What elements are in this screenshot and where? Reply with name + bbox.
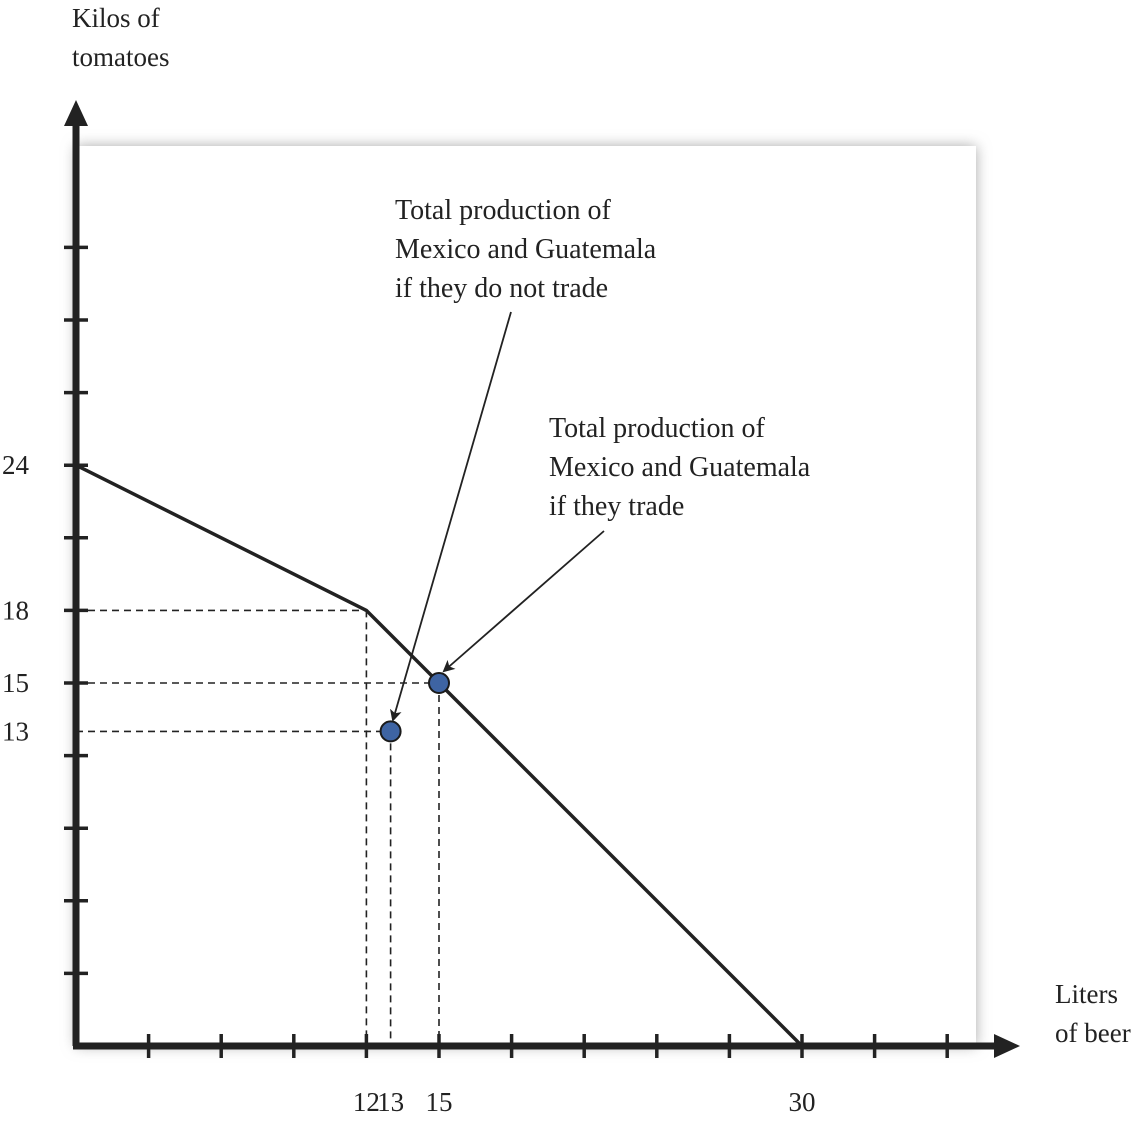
x-tick-label: 13 xyxy=(377,1087,404,1117)
x-axis-label-line: Liters xyxy=(1055,979,1118,1009)
data-point xyxy=(428,672,450,694)
annotation-text: Total production of Mexico and Guatemala i… xyxy=(395,195,657,304)
frontier-line xyxy=(75,463,804,1048)
annotation-arrow xyxy=(390,311,512,722)
y-axis-label-line: Kilos of xyxy=(72,3,160,33)
x-tick-label: 30 xyxy=(789,1087,816,1117)
y-tick-label: 18 xyxy=(2,595,29,625)
x-axis-label: Liters of beer xyxy=(1055,979,1131,1048)
data-point xyxy=(379,720,402,743)
annotation-line: Total production of xyxy=(395,195,611,226)
annotation-line: if they trade xyxy=(549,491,684,522)
x-axis-label-line: of beer xyxy=(1055,1018,1131,1048)
plot-panel xyxy=(76,146,976,1046)
y-axis-label: Kilos of tomatoes xyxy=(72,3,169,72)
x-tick-label: 12 xyxy=(353,1087,380,1117)
annotation-line: Mexico and Guatemala xyxy=(395,234,657,265)
x-axis-arrowhead xyxy=(994,1034,1020,1058)
guide-lines xyxy=(76,609,440,1046)
y-tick-label: 13 xyxy=(2,716,29,746)
annotation-line: if they do not trade xyxy=(395,273,608,304)
y-axis-label-line: tomatoes xyxy=(72,42,169,72)
axes xyxy=(64,100,1020,1058)
y-axis-arrowhead xyxy=(64,100,88,126)
y-tick-label: 24 xyxy=(2,450,30,480)
annotation-arrow xyxy=(442,530,605,673)
annotation-line: Mexico and Guatemala xyxy=(549,452,811,483)
labels: Total production of Mexico and Guatemala i… xyxy=(2,3,1131,1117)
annotation-arrows xyxy=(390,311,605,722)
annotation-text: Total production of Mexico and Guatemala i… xyxy=(549,413,811,522)
x-tick-label: 15 xyxy=(426,1087,453,1117)
y-tick-label: 15 xyxy=(2,668,29,698)
annotation-line: Total production of xyxy=(549,413,765,444)
points xyxy=(379,672,450,743)
series xyxy=(75,463,804,1048)
